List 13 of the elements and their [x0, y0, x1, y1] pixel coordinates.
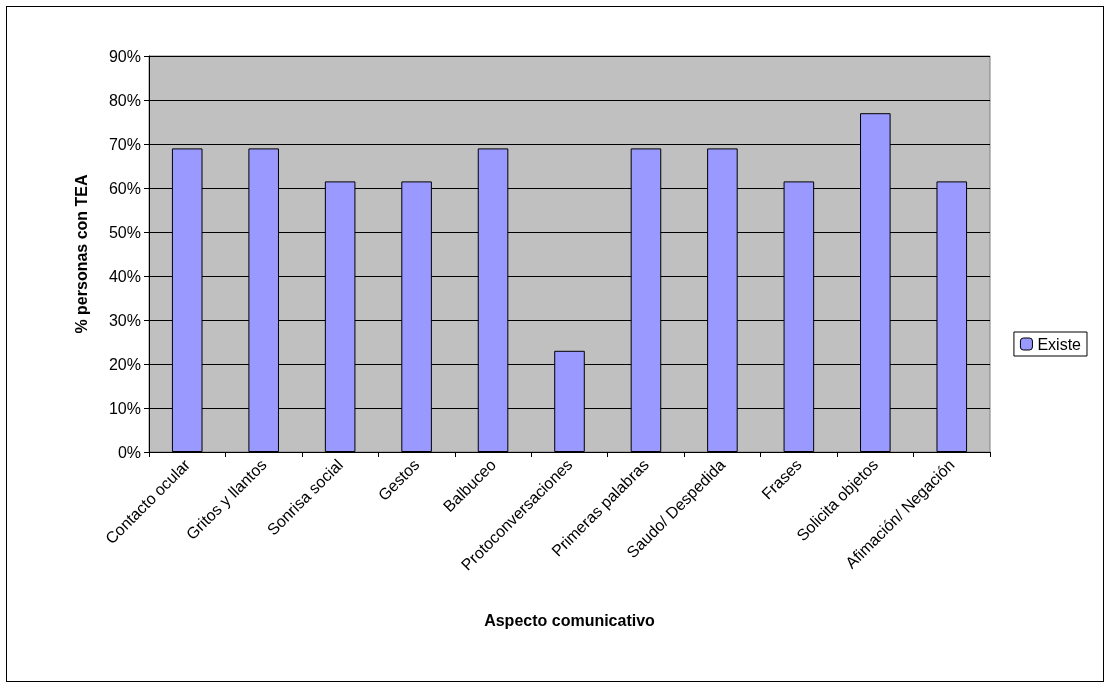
y-tick-label: 90% — [108, 47, 141, 65]
y-tick-label: 50% — [108, 223, 141, 241]
y-tick-label: 40% — [108, 267, 141, 285]
y-tick-label: 60% — [108, 179, 141, 197]
y-tick-label: 70% — [108, 135, 141, 153]
y-tick-label: 30% — [108, 311, 141, 329]
y-tick-label: 10% — [108, 399, 141, 417]
y-tick-label: 80% — [108, 91, 141, 109]
legend-label: Existe — [1037, 335, 1082, 353]
y-axis-title: % personas con TEA — [72, 173, 90, 334]
y-tick-label: 20% — [108, 355, 141, 373]
x-axis-title: Aspecto comunicativo — [484, 611, 656, 629]
y-tick-label: 0% — [117, 443, 141, 461]
